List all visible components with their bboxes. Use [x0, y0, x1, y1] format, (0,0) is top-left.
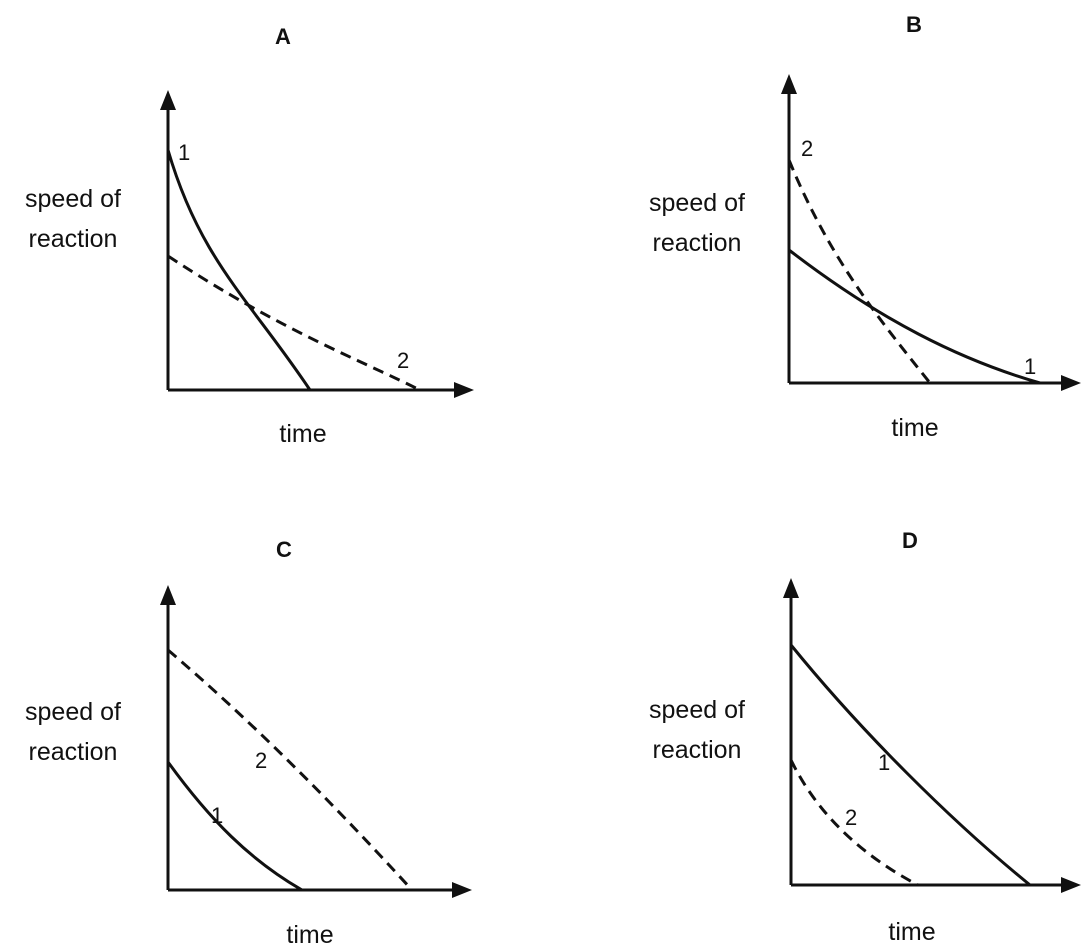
panel-a-curve-1-label: 1 — [178, 140, 190, 165]
panel-d-curve-2-label: 2 — [845, 805, 857, 830]
panel-d-xlabel: time — [888, 918, 935, 946]
panel-d: D speed of reaction time 1 2 — [649, 528, 1081, 946]
panel-d-ylabel-line1: speed of — [649, 696, 745, 724]
panel-c-curve-2-label: 2 — [255, 748, 267, 773]
panel-c-xlabel: time — [286, 921, 333, 946]
panel-d-curve-1-label: 1 — [878, 750, 890, 775]
panel-a: A speed of reaction time 1 2 — [25, 24, 474, 448]
panel-c-curve-1 — [166, 761, 303, 892]
panel-b-curve-2-label: 2 — [801, 136, 813, 161]
panel-a-curve-1 — [166, 149, 312, 391]
panel-d-curve-2 — [789, 759, 919, 887]
panel-c-curve-2 — [167, 648, 414, 892]
panel-b: B speed of reaction time 1 2 — [649, 12, 1081, 442]
panel-b-curve-1 — [788, 248, 1041, 385]
panel-d-curve-1 — [789, 644, 1031, 887]
panel-d-x-arrowhead — [1061, 877, 1081, 893]
panel-c-ylabel-line2: reaction — [29, 738, 118, 766]
panel-b-xlabel: time — [891, 414, 938, 442]
panel-b-curve-1-label: 1 — [1024, 354, 1036, 379]
panel-b-letter: B — [906, 12, 922, 37]
panel-a-xlabel: time — [279, 420, 326, 448]
panel-a-curve-2-label: 2 — [397, 348, 409, 373]
panel-b-ylabel-line1: speed of — [649, 189, 745, 217]
panel-b-x-arrowhead — [1061, 375, 1081, 391]
panel-c-curve-1-label: 1 — [211, 803, 223, 828]
panel-a-ylabel-line2: reaction — [29, 225, 118, 253]
panel-b-ylabel-line2: reaction — [653, 229, 742, 257]
panel-c-letter: C — [276, 537, 292, 562]
panel-a-curve-2 — [167, 254, 421, 392]
panel-b-curve-2 — [787, 159, 932, 384]
panel-c: C speed of reaction time 1 2 — [25, 537, 472, 946]
panel-d-ylabel-line2: reaction — [653, 736, 742, 764]
panel-c-ylabel-line1: speed of — [25, 698, 121, 726]
panel-c-y-arrowhead — [160, 585, 176, 605]
panel-c-x-arrowhead — [452, 882, 472, 898]
panel-a-x-arrowhead — [454, 382, 474, 398]
panel-a-ylabel-line1: speed of — [25, 185, 121, 213]
panel-a-y-arrowhead — [160, 90, 176, 110]
panel-a-letter: A — [275, 24, 291, 49]
panel-d-letter: D — [902, 528, 918, 553]
panel-d-y-arrowhead — [783, 578, 799, 598]
panel-b-y-arrowhead — [781, 74, 797, 94]
